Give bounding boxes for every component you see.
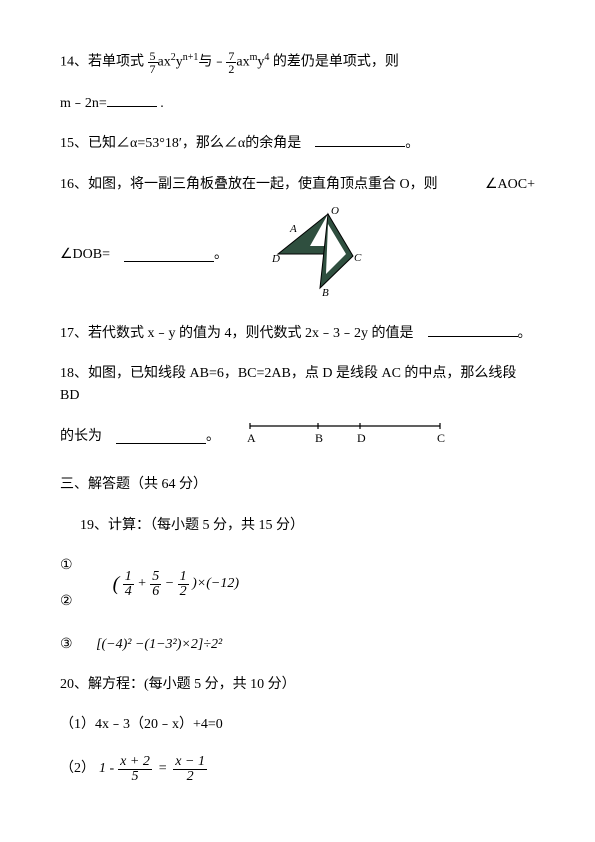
q20-title: 20、解方程：(每小题 5 分，共 10 分） (60, 674, 535, 696)
frac-7-2: 72 (226, 50, 236, 75)
q19-marks: ① ② (60, 555, 73, 614)
blank-q14 (107, 93, 157, 107)
blank-q17 (428, 323, 518, 337)
q16-line1: 16、如图，将一副三角板叠放在一起，使直角顶点重合 O，则 ∠AOC+ (60, 174, 535, 196)
q19-expr3: [(−4)² −(1−3²)×2]÷2² (96, 637, 222, 652)
nl-A: A (247, 431, 256, 445)
q18-line2: 的长为 。 A B D C (60, 418, 535, 456)
q16-line2: ∠DOB= 。 O A D C B (60, 206, 535, 304)
q20-p1: （1）4x﹣3（20﹣x）+4=0 (60, 714, 535, 736)
label-B: B (322, 287, 329, 296)
q19-title: 19、计算：（每小题 5 分，共 15 分） (80, 515, 535, 537)
q14-prefix: 14、若单项式 (60, 55, 144, 70)
q17: 17、若代数式 x﹣y 的值为 4，则代数式 2x﹣3﹣2y 的值是 。 (60, 323, 535, 345)
blank-q15 (315, 133, 405, 147)
nl-B: B (315, 431, 323, 445)
number-line-figure: A B D C (240, 418, 450, 456)
q15: 15、已知∠α=53°18′，那么∠α的余角是 。 (60, 133, 535, 155)
mark-3: ③ (60, 637, 73, 652)
mark-2: ② (60, 591, 73, 613)
triangle-figure: O A D C B (248, 206, 388, 304)
q20-expr2: 1 - x + 25 = x − 12 (95, 755, 207, 784)
label-C: C (354, 252, 362, 264)
q19-row3: ③ [(−4)² −(1−3²)×2]÷2² (60, 634, 535, 656)
section3-title: 三、解答题（共 64 分） (60, 474, 535, 496)
mark-1: ① (60, 555, 73, 577)
q19-expr1: ( 14 + 56 − 12 )×(−12) (113, 568, 239, 600)
label-D: D (271, 253, 280, 265)
q19-row1: ① ② ( 14 + 56 − 12 )×(−12) (60, 555, 535, 614)
q18-line1: 18、如图，已知线段 AB=6，BC=2AB，点 D 是线段 AC 的中点，那么… (60, 363, 535, 408)
q14-line2: m﹣2n= . (60, 93, 535, 115)
label-A: A (289, 223, 297, 235)
blank-q18 (116, 430, 206, 444)
nl-D: D (357, 431, 366, 445)
label-O: O (331, 206, 339, 217)
blank-q16 (124, 248, 214, 262)
q20-p2: （2） 1 - x + 25 = x − 12 (60, 755, 535, 784)
frac-5-7: 57 (148, 50, 158, 75)
q14-line1: 14、若单项式 57ax2yn+1与﹣72axmy4 的差仍是单项式，则 (60, 50, 535, 75)
nl-C: C (437, 431, 445, 445)
